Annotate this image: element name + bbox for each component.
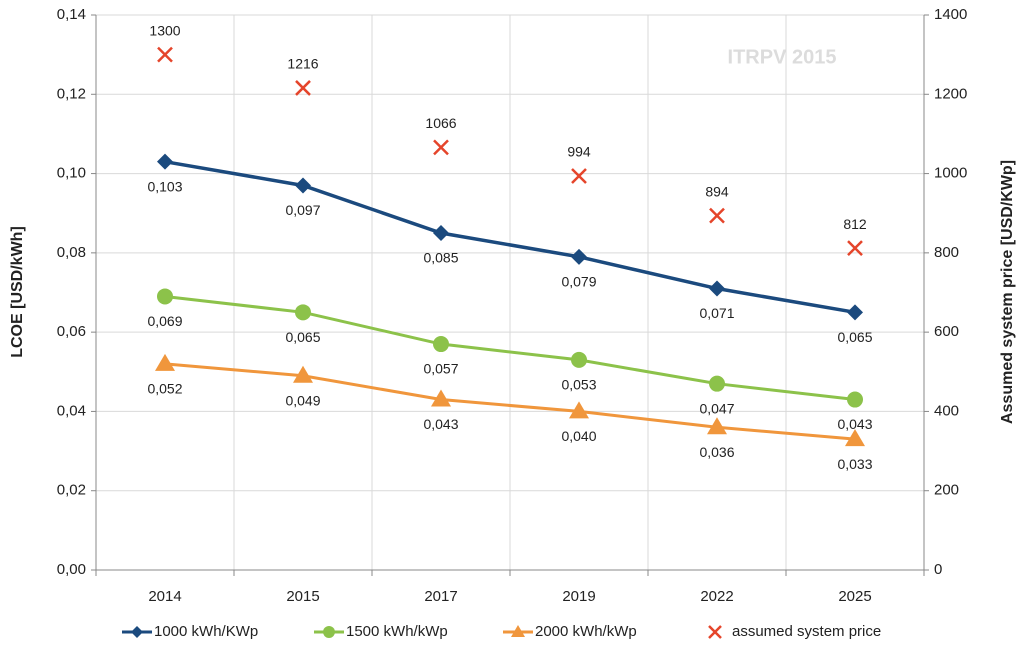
series-line	[164, 159, 856, 315]
marker	[295, 304, 311, 321]
marker	[157, 288, 173, 305]
marker	[155, 353, 175, 371]
y2-tick-label: 600	[934, 323, 959, 340]
legend-item: assumed system price	[708, 623, 881, 640]
y2-tick-label: 1200	[934, 85, 967, 102]
marker	[847, 240, 863, 256]
y-tick-label: 0,08	[57, 244, 86, 261]
data-label: 0,052	[147, 381, 182, 397]
data-label: 0,057	[423, 361, 458, 377]
legend-label: assumed system price	[732, 623, 881, 640]
marker	[157, 46, 173, 63]
y-tick-label: 0,14	[57, 6, 86, 23]
data-label: 1300	[149, 22, 180, 38]
data-label: 0,065	[285, 329, 320, 345]
legend-item: 1000 kWh/KWp	[122, 623, 258, 640]
marker	[571, 351, 587, 368]
marker	[845, 429, 865, 447]
y-tick-label: 0,04	[57, 402, 86, 419]
legend-item: 1500 kWh/kWp	[314, 623, 448, 640]
marker	[709, 207, 725, 224]
data-label: 0,053	[561, 377, 596, 393]
data-label: 1066	[425, 115, 456, 131]
series-line	[164, 294, 856, 402]
marker	[571, 248, 587, 265]
y2-axis-title: Assumed system price [USD/KWp]	[999, 160, 1016, 424]
series: 0,052 0,049 0,043 0,040 0,036 0,033	[147, 353, 873, 472]
legend-label: 1000 kWh/KWp	[154, 623, 258, 640]
data-label: 0,085	[423, 250, 458, 266]
y2-tick-label: 800	[934, 244, 959, 261]
data-label: 994	[567, 144, 591, 160]
x-tick-label: 2025	[838, 588, 871, 605]
data-label: 0,065	[837, 329, 872, 345]
data-label: 812	[843, 216, 867, 232]
y-tick-label: 0,02	[57, 482, 86, 499]
watermark: ITRPV 2015	[728, 46, 837, 68]
y2-tick-label: 1400	[934, 6, 967, 23]
y-axis-title: LCOE [USD/kWh]	[9, 226, 26, 358]
marker	[707, 417, 727, 435]
x-tick-label: 2014	[148, 588, 181, 605]
legend-marker	[131, 626, 143, 638]
data-label: 0,049	[285, 392, 320, 408]
x-tick-label: 2019	[562, 588, 595, 605]
x-tick-label: 2017	[424, 588, 457, 605]
y-tick-label: 0,06	[57, 323, 86, 340]
marker	[433, 139, 449, 156]
marker	[295, 177, 311, 194]
data-label: 0,043	[423, 416, 458, 432]
marker	[571, 168, 587, 184]
x-tick-label: 2022	[700, 588, 733, 605]
series-line	[164, 362, 856, 441]
marker	[295, 80, 311, 96]
y-tick-label: 0,12	[57, 85, 86, 102]
data-label: 894	[705, 183, 729, 199]
legend-item: 2000 kWh/kWp	[503, 623, 637, 640]
data-label: 0,069	[147, 313, 182, 329]
y2-tick-label: 200	[934, 482, 959, 499]
data-label: 0,036	[699, 444, 734, 460]
x-tick-label: 2015	[286, 588, 319, 605]
legend-marker	[708, 625, 722, 639]
legend-marker	[323, 626, 335, 638]
series: 0,103 0,097 0,085 0,079 0,071 0,065	[147, 153, 873, 345]
data-label: 1216	[287, 56, 318, 72]
marker	[293, 365, 313, 383]
y2-tick-label: 0	[934, 561, 942, 578]
legend-label: 1500 kWh/kWp	[346, 623, 448, 640]
data-label: 0,047	[699, 400, 734, 416]
marker	[433, 225, 449, 242]
y2-tick-label: 400	[934, 402, 959, 419]
data-label: 0,033	[837, 456, 872, 472]
y-tick-label: 0,10	[57, 165, 86, 182]
marker	[431, 389, 451, 407]
series: 0,069 0,065 0,057 0,053 0,047 0,043	[147, 288, 873, 432]
marker	[433, 336, 449, 353]
marker	[847, 304, 863, 321]
y-tick-label: 0,00	[57, 561, 86, 578]
data-label: 0,040	[561, 428, 596, 444]
marker	[847, 391, 863, 408]
marker	[157, 153, 173, 170]
series: 1300 1216 1066 994 894 812	[149, 22, 867, 256]
data-label: 0,071	[699, 305, 734, 321]
data-label: 0,097	[285, 202, 320, 218]
legend-marker	[511, 625, 525, 637]
data-label: 0,079	[561, 274, 596, 290]
marker	[569, 401, 589, 419]
data-label: 0,103	[147, 178, 182, 194]
data-label: 0,043	[837, 416, 872, 432]
marker	[709, 280, 725, 297]
legend-label: 2000 kWh/kWp	[535, 623, 637, 640]
y2-tick-label: 1000	[934, 165, 967, 182]
marker	[709, 375, 725, 392]
